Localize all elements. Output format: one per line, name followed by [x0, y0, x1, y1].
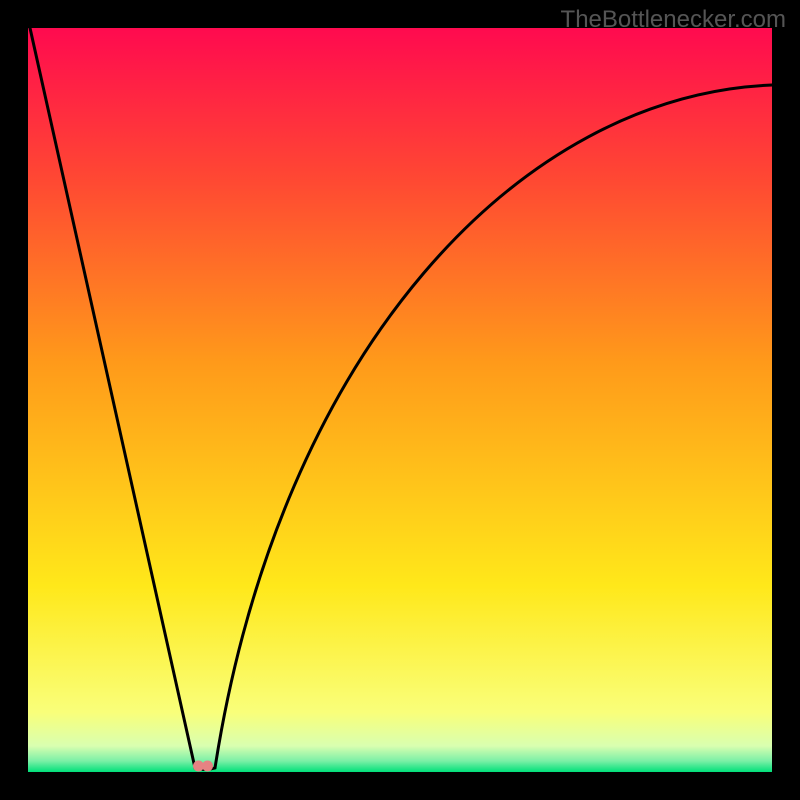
watermark-text: TheBottlenecker.com — [561, 6, 786, 34]
chart-container: TheBottlenecker.com — [0, 0, 800, 800]
chart-svg — [0, 0, 800, 800]
plot-background — [28, 28, 772, 772]
